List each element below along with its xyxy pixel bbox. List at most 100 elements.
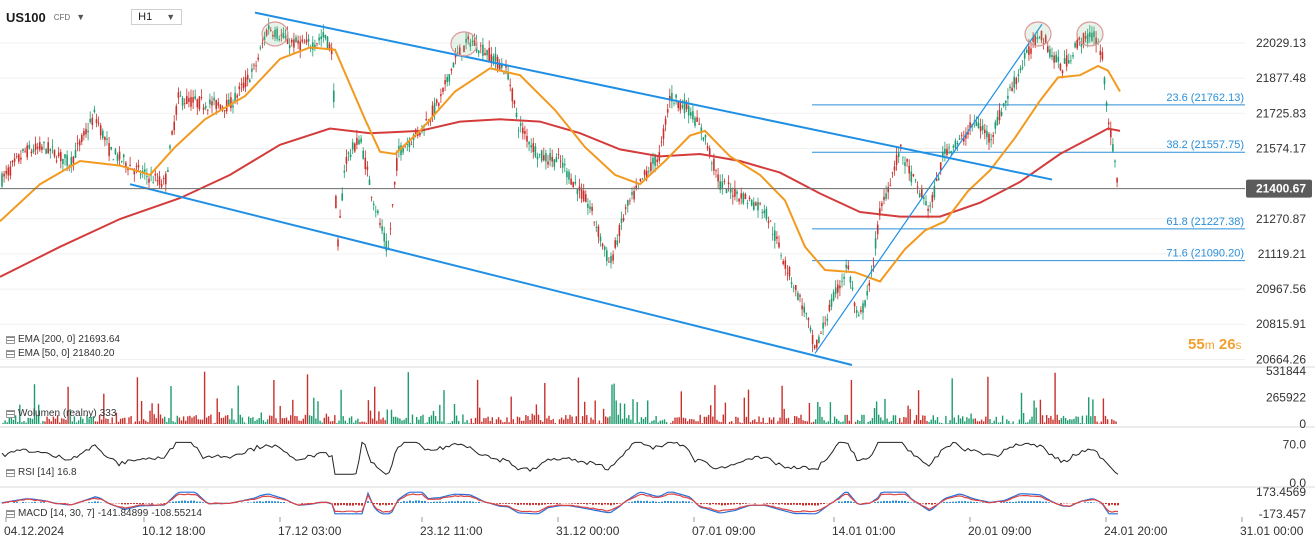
volume-bar [590,417,592,424]
candle-body [801,305,803,310]
candle-body [1078,37,1081,40]
x-tick-label: 31.12 00:00 [556,524,620,538]
volume-bar [907,405,909,424]
candle-body [650,162,652,172]
candle-body [963,138,965,142]
candle-body [299,41,301,51]
legend-ema200[interactable]: EMA [200, 0] 21693.64 [6,334,120,345]
candle-body [169,145,171,149]
macd-line [1,491,1118,515]
indicator-settings-icon[interactable] [6,509,15,518]
volume-bar [569,414,571,424]
candle-body [482,44,484,56]
volume-bar [854,421,857,424]
candle-body [929,205,931,207]
candle-body [333,90,335,102]
volume-bar [670,422,672,424]
macd-histogram-bar [301,503,303,504]
volume-bar [880,417,882,424]
indicator-settings-icon[interactable] [6,349,15,358]
volume-bar [27,417,29,424]
candle-body [26,145,28,158]
macd-histogram-bar [730,503,732,505]
macd-histogram-bar [847,500,849,503]
candle-body [1013,76,1015,88]
candle-body [465,38,467,43]
volume-bar [264,421,267,424]
y-tick-label: 21725.83 [1256,106,1306,120]
candle-body [876,224,879,235]
y-tick-label: 21119.21 [1258,247,1307,261]
candle-body [984,129,986,134]
indicator-settings-icon[interactable] [6,335,15,344]
volume-bar [527,416,529,424]
candle-body [1057,56,1060,62]
volume-bar [96,421,99,424]
candle-body [870,270,873,271]
volume-bar [718,421,720,424]
volume-bar [392,416,395,424]
candle-body [1105,102,1108,107]
candle-body [645,170,648,180]
volume-bar [609,416,611,424]
chevron-down-icon[interactable]: ▼ [76,12,86,22]
legend-rsi[interactable]: RSI [14] 16.8 [6,467,77,478]
volume-bar [21,422,23,424]
candle-body [251,68,253,72]
legend-volume[interactable]: Wolumen (realny) 333 [6,408,116,419]
candle-body [1059,63,1062,71]
symbol-label[interactable]: US100 [6,9,46,25]
indicator-settings-icon[interactable] [6,409,15,418]
candle-body [177,92,180,98]
macd-histogram-bar [475,502,477,503]
volume-bar [17,421,19,424]
timeframe-selector[interactable]: H1 ▼ [131,9,183,25]
candle-body [297,40,299,44]
volume-bar [157,403,160,424]
candle-body [324,34,327,39]
volume-bar [277,422,279,424]
macd-histogram-bar [949,501,951,503]
candle-body [839,285,841,289]
macd-histogram-bar [334,503,336,506]
x-tick-label: 20.01 09:00 [968,524,1032,538]
indicator-settings-icon[interactable] [6,468,15,477]
volume-bar [59,422,61,424]
volume-bar [598,420,601,424]
candle-body [889,185,892,187]
volume-bar [523,420,525,424]
candle-body [366,166,369,170]
volume-bar [756,422,758,424]
legend-macd[interactable]: MACD [14, 30, 7] -141.84899 -108.55214 [6,508,202,519]
volume-bar [521,420,523,424]
candle-body [566,171,568,178]
volume-bar [867,421,869,424]
macd-histogram-bar [769,503,771,504]
macd-histogram-bar [121,503,123,505]
volume-bar [974,418,976,424]
volume-bar [535,404,538,424]
volume-bar [1064,418,1067,424]
candle-body [1084,36,1087,39]
volume-bar [796,416,798,424]
candle-body [267,25,270,30]
countdown-seconds-unit: s [1235,338,1242,352]
macd-histogram-bar [589,503,591,504]
volume-bar [1085,415,1088,424]
macd-histogram-bar [163,503,165,504]
current-price-line: 21400.67 [0,179,1312,198]
volume-bar [115,412,118,424]
volume-bar [359,422,361,424]
candle-body [753,202,755,210]
volume-bar [770,419,773,424]
candle-body [952,146,955,148]
macd-histogram-bar [820,503,822,505]
volume-bar [287,420,290,424]
candle-body [183,103,186,105]
legend-ema50[interactable]: EMA [50, 0] 21840.20 [6,348,114,359]
candle-body [194,96,196,99]
candle-body [748,197,751,200]
volume-bar [92,416,94,424]
macd-histogram-bar [388,503,390,505]
